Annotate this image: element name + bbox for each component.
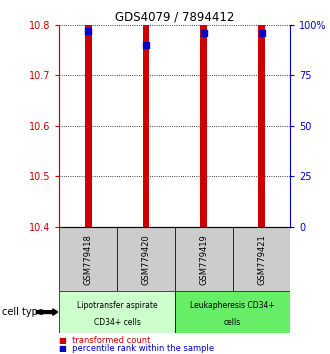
Text: Lipotransfer aspirate: Lipotransfer aspirate bbox=[77, 301, 157, 310]
Bar bbox=[143, 0, 149, 227]
Text: CD34+ cells: CD34+ cells bbox=[94, 318, 141, 327]
Point bbox=[259, 30, 264, 36]
Bar bbox=[117, 227, 175, 291]
Text: GSM779421: GSM779421 bbox=[257, 234, 266, 285]
Point bbox=[85, 28, 91, 34]
Text: GSM779419: GSM779419 bbox=[199, 234, 208, 285]
Bar bbox=[85, 0, 92, 227]
Text: Leukapheresis CD34+: Leukapheresis CD34+ bbox=[190, 301, 275, 310]
Bar bbox=[233, 227, 290, 291]
Bar bbox=[258, 0, 265, 227]
Point bbox=[143, 42, 148, 48]
Text: GSM779418: GSM779418 bbox=[84, 234, 93, 285]
Bar bbox=[200, 0, 207, 227]
Text: cell type: cell type bbox=[2, 307, 44, 317]
Text: GSM779420: GSM779420 bbox=[142, 234, 150, 285]
Text: ■  percentile rank within the sample: ■ percentile rank within the sample bbox=[59, 344, 215, 353]
Text: cells: cells bbox=[224, 318, 241, 327]
Point bbox=[201, 30, 207, 36]
Bar bbox=[175, 227, 233, 291]
Text: ■  transformed count: ■ transformed count bbox=[59, 336, 151, 345]
Bar bbox=[175, 291, 290, 333]
Bar bbox=[59, 227, 117, 291]
Bar bbox=[59, 291, 175, 333]
Title: GDS4079 / 7894412: GDS4079 / 7894412 bbox=[115, 11, 235, 24]
